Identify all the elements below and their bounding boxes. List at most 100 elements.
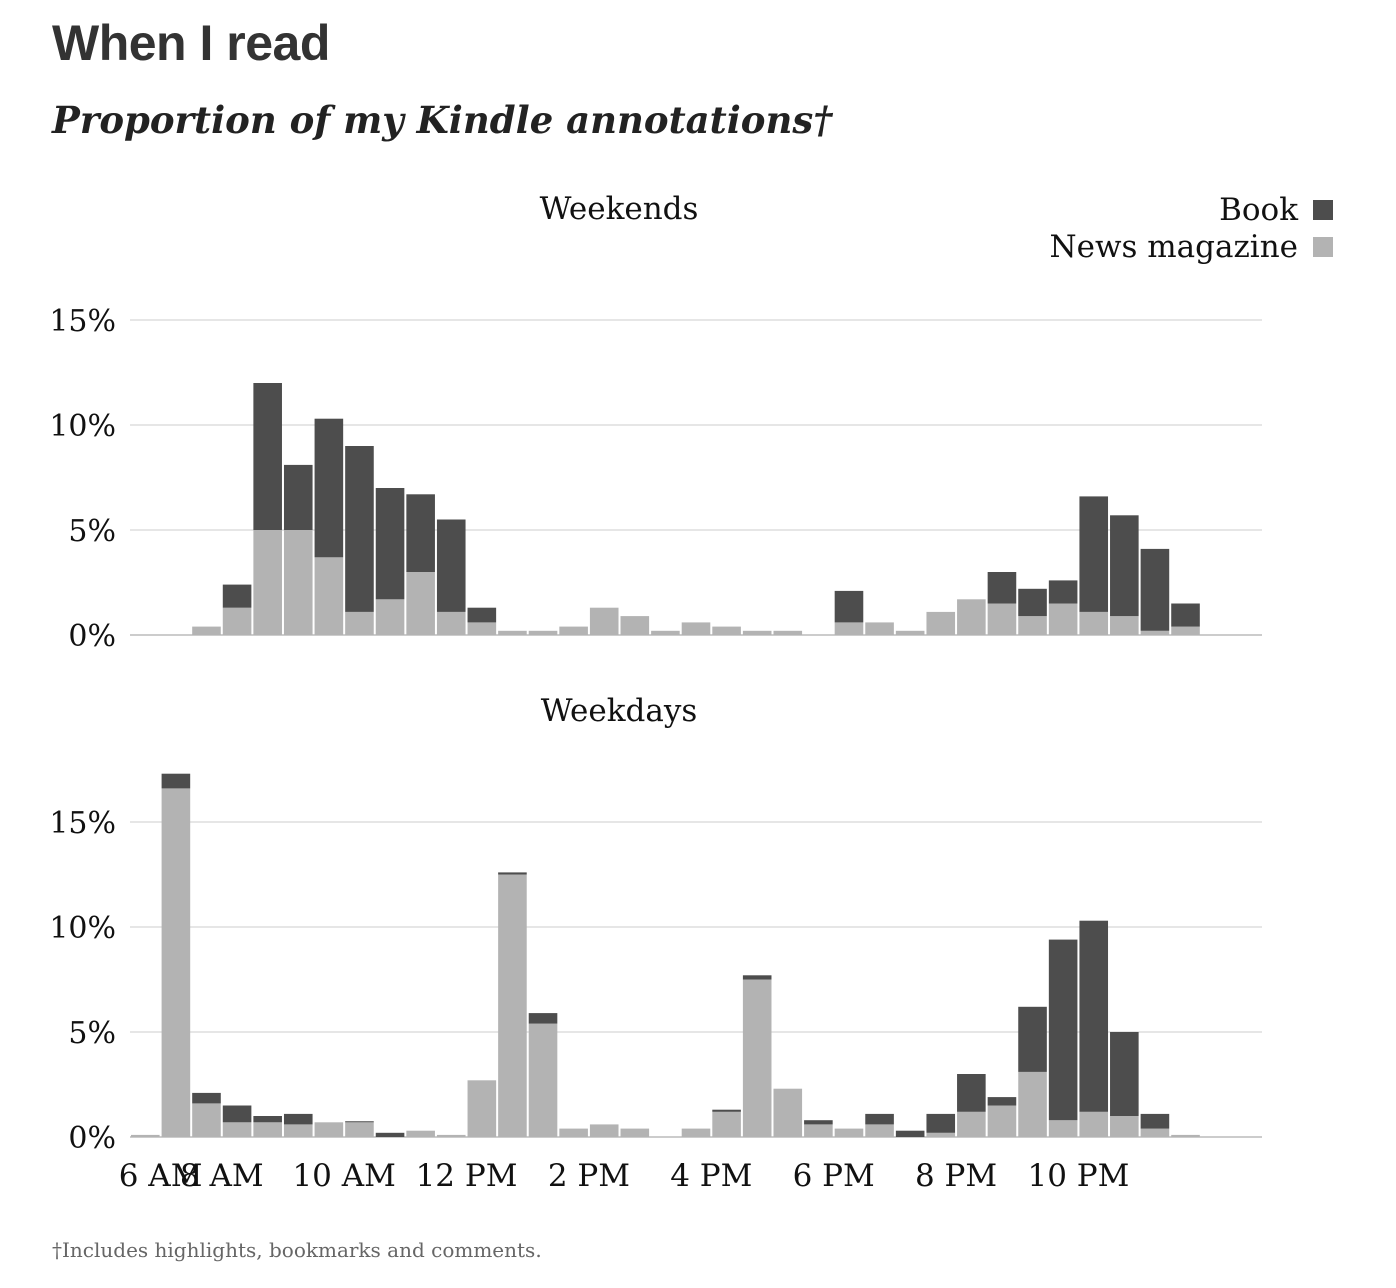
bar-news-magazine	[161, 788, 191, 1137]
bar-news-magazine	[620, 616, 650, 635]
bar-book	[987, 1097, 1017, 1106]
bar-news-magazine	[681, 622, 711, 635]
bar-news-magazine	[865, 622, 894, 635]
bar-news-magazine	[1110, 616, 1139, 635]
bar-news-magazine	[559, 626, 588, 635]
bar-news-magazine	[528, 1023, 558, 1137]
chart-subtitle: Proportion of my Kindle annotations†	[52, 98, 833, 142]
bar-book	[314, 418, 344, 558]
bar-book	[712, 1109, 741, 1112]
bar-book	[987, 572, 1017, 604]
bar-book	[222, 584, 252, 608]
bar-book	[1079, 496, 1109, 612]
bar-news-magazine	[406, 1130, 435, 1137]
bar-news-magazine	[681, 1128, 711, 1137]
bar-news-magazine	[345, 611, 374, 635]
y-tick-label: 10%	[49, 911, 116, 946]
bar-news-magazine	[651, 630, 680, 635]
bar-book	[222, 1105, 252, 1123]
bar-news-magazine	[222, 607, 252, 635]
bar-book	[436, 519, 466, 612]
bar-news-magazine	[1018, 616, 1047, 635]
y-tick-label: 15%	[49, 806, 116, 841]
bar-news-magazine	[926, 611, 956, 635]
bar-book	[957, 1074, 986, 1112]
chart-title: When I read	[52, 15, 330, 71]
bar-news-magazine	[467, 622, 497, 635]
bar-news-magazine	[528, 630, 558, 635]
bar-news-magazine	[987, 603, 1017, 635]
bar-book	[1048, 580, 1078, 604]
bar-book	[283, 464, 313, 530]
panel-title-weekends: Weekends	[540, 191, 699, 227]
bar-book	[375, 488, 405, 600]
bar-news-magazine	[834, 622, 864, 635]
bar-book	[345, 1121, 374, 1123]
legend-swatch-news-magazine	[1313, 237, 1333, 257]
x-tick-label: 10 AM	[292, 1158, 395, 1194]
bar-news-magazine	[314, 1122, 344, 1137]
bar-book	[1140, 1113, 1170, 1129]
bar-news-magazine	[253, 1122, 282, 1137]
bar-news-magazine	[589, 1124, 619, 1137]
bar-news-magazine	[1140, 1128, 1170, 1137]
bar-book	[375, 1132, 405, 1137]
footnote: †Includes highlights, bookmarks and comm…	[52, 1238, 542, 1262]
bar-news-magazine	[1048, 603, 1078, 635]
bar-book	[1048, 939, 1078, 1121]
legend-swatch-book	[1313, 200, 1333, 220]
bar-news-magazine	[1171, 1134, 1200, 1137]
x-tick-label: 10 PM	[1027, 1158, 1129, 1194]
bar-book	[895, 1130, 925, 1137]
x-tick-label: 4 PM	[670, 1158, 752, 1194]
chart-area: Weekends Weekdays Book News magazine 0% 5…	[49, 191, 1333, 1194]
bar-news-magazine	[773, 630, 803, 635]
bar-news-magazine	[926, 1132, 956, 1137]
legend-label-book: Book	[1219, 192, 1298, 228]
bar-news-magazine	[192, 1103, 221, 1137]
x-tick-label: 2 PM	[548, 1158, 630, 1194]
bar-news-magazine	[1079, 611, 1109, 635]
bar-news-magazine	[314, 557, 344, 635]
weekdays-panel: 0% 5% 10% 15%	[49, 773, 1262, 1156]
bar-news-magazine	[1110, 1116, 1139, 1137]
bar-news-magazine	[559, 1128, 588, 1137]
bar-news-magazine	[375, 599, 405, 635]
bar-book	[926, 1113, 956, 1133]
bar-book	[283, 1113, 313, 1125]
bar-news-magazine	[436, 611, 466, 635]
bar-book	[1079, 920, 1109, 1112]
bar-news-magazine	[742, 979, 772, 1137]
x-tick-label: 8 PM	[915, 1158, 997, 1194]
bar-news-magazine	[804, 1124, 833, 1137]
y-tick-label: 15%	[49, 304, 116, 339]
bar-news-magazine	[192, 626, 221, 635]
bar-news-magazine	[773, 1088, 803, 1137]
bar-news-magazine	[957, 1111, 986, 1137]
bar-news-magazine	[222, 1122, 252, 1137]
bar-news-magazine	[1171, 626, 1200, 635]
bar-news-magazine	[895, 630, 925, 635]
legend-label-news-magazine: News magazine	[1049, 229, 1298, 265]
bar-book	[192, 1092, 221, 1104]
bar-news-magazine	[498, 874, 527, 1137]
bar-book	[1110, 1032, 1139, 1116]
bar-news-magazine	[436, 1134, 466, 1137]
bar-news-magazine	[253, 530, 282, 635]
x-tick-label: 6 AM	[119, 1158, 203, 1194]
x-tick-label: 12 PM	[416, 1158, 518, 1194]
bar-book	[1110, 515, 1139, 617]
bar-book	[528, 1013, 558, 1024]
bar-news-magazine	[620, 1128, 650, 1137]
x-tick-label: 6 PM	[793, 1158, 875, 1194]
bar-book	[804, 1120, 833, 1125]
bar-book	[467, 607, 497, 623]
bar-book	[1171, 603, 1200, 627]
bar-news-magazine	[589, 607, 619, 635]
bar-news-magazine	[498, 630, 527, 635]
bar-news-magazine	[834, 1128, 864, 1137]
bar-news-magazine	[345, 1122, 374, 1137]
bar-news-magazine	[406, 572, 435, 635]
bar-news-magazine	[865, 1124, 894, 1137]
bar-book	[742, 975, 772, 980]
